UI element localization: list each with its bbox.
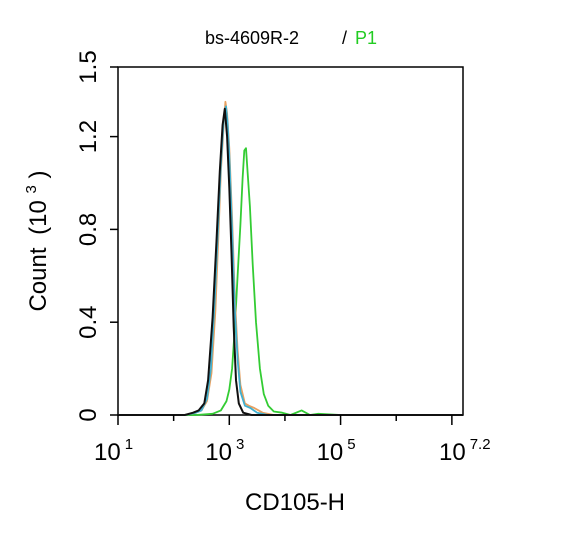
x-axis-label: CD105-H <box>245 489 345 516</box>
y-axis-label-main: Count <box>25 247 52 311</box>
y-tick-label: 0 <box>75 408 102 421</box>
series-line-2 <box>118 100 463 416</box>
x-tick-label: 10 5 <box>317 436 356 466</box>
series-layer <box>118 100 463 416</box>
title-separator: / <box>342 28 347 48</box>
y-tick-label: 0.8 <box>75 213 102 246</box>
x-tick-label: 10 3 <box>205 436 244 466</box>
y-axis-ticks: 0 0.4 0.8 1.2 1.5 <box>75 50 118 422</box>
series-line-3 <box>118 105 463 416</box>
x-axis-ticks: 10 1 10 3 10 5 10 7.2 <box>94 415 491 466</box>
x-tick-label: 10 7.2 <box>439 436 491 466</box>
chart-title: bs-4609R-2 <box>205 28 299 48</box>
y-axis-label-unit-close: ) <box>25 170 52 178</box>
y-tick-label: 0.4 <box>75 306 102 339</box>
svg-text:Count (10 3: Count (10 3 ) <box>15 170 52 311</box>
y-axis-label-unit-open: (10 <box>25 200 52 235</box>
y-tick-label: 1.2 <box>75 120 102 153</box>
plot-area <box>117 66 464 416</box>
series-line-4 <box>118 107 463 416</box>
y-axis-label-unit-exp: 3 <box>23 185 40 193</box>
y-axis-label: Count (10 3 ) <box>15 170 52 311</box>
series-line-1 <box>118 147 463 416</box>
x-tick-label: 10 1 <box>94 436 133 466</box>
y-tick-label: 1.5 <box>75 50 102 83</box>
title-gate-label: P1 <box>355 28 377 48</box>
